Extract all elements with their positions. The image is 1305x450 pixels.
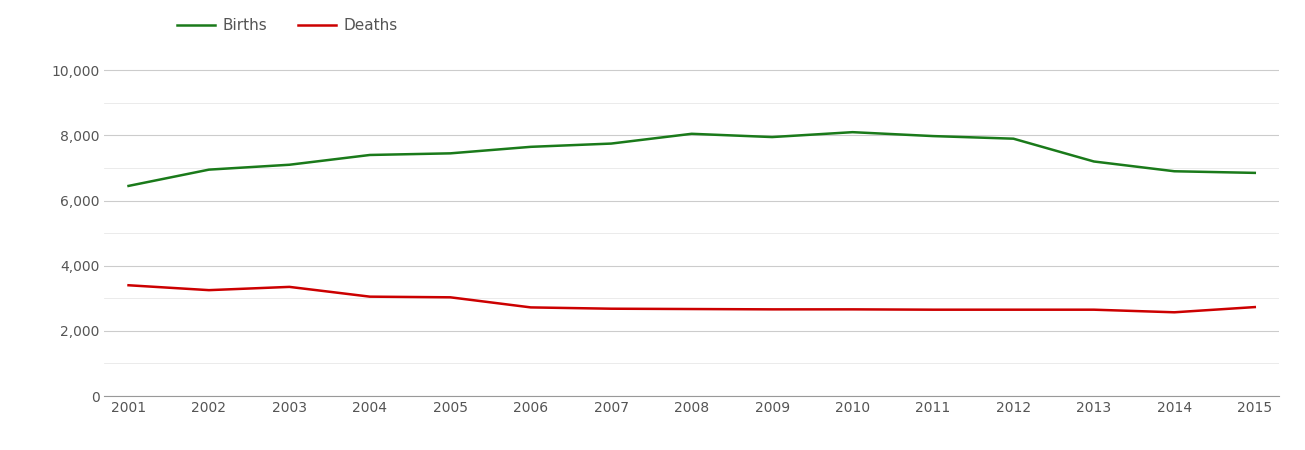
- Deaths: [523, 305, 539, 310]
- Births: [1086, 159, 1101, 164]
- Deaths: [684, 306, 699, 312]
- Deaths: [925, 307, 941, 312]
- Deaths: [1248, 304, 1263, 310]
- Births: [844, 130, 860, 135]
- Deaths: [1086, 307, 1101, 312]
- Births: [1248, 170, 1263, 176]
- Births: [523, 144, 539, 149]
- Births: [603, 141, 619, 146]
- Births: [765, 135, 780, 140]
- Line: Deaths: Deaths: [128, 285, 1255, 312]
- Births: [120, 183, 136, 189]
- Births: [1167, 169, 1182, 174]
- Births: [361, 152, 377, 158]
- Deaths: [442, 295, 458, 300]
- Deaths: [1006, 307, 1022, 312]
- Deaths: [603, 306, 619, 311]
- Deaths: [120, 283, 136, 288]
- Deaths: [361, 294, 377, 299]
- Births: [925, 133, 941, 139]
- Deaths: [282, 284, 298, 290]
- Births: [201, 167, 217, 172]
- Legend: Births, Deaths: Births, Deaths: [171, 12, 405, 40]
- Deaths: [765, 306, 780, 312]
- Deaths: [844, 306, 860, 312]
- Births: [684, 131, 699, 136]
- Births: [442, 151, 458, 156]
- Deaths: [201, 288, 217, 293]
- Deaths: [1167, 310, 1182, 315]
- Births: [282, 162, 298, 167]
- Births: [1006, 136, 1022, 141]
- Line: Births: Births: [128, 132, 1255, 186]
